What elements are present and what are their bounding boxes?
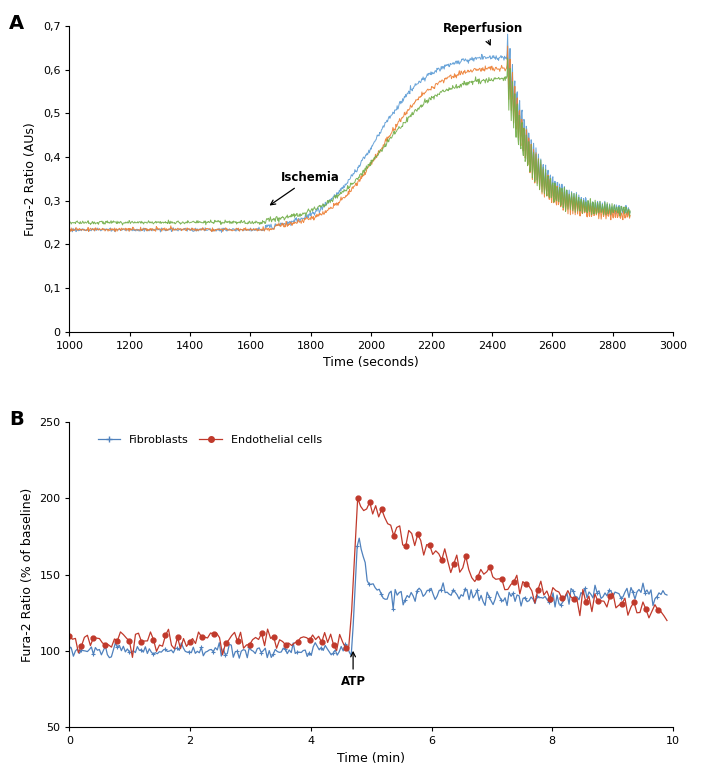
X-axis label: Time (min): Time (min) [337, 752, 405, 765]
Y-axis label: Fura-2 Ratio (% of baseline): Fura-2 Ratio (% of baseline) [20, 488, 34, 661]
Text: ATP: ATP [340, 652, 366, 688]
Text: A: A [9, 14, 24, 33]
Text: B: B [9, 410, 24, 428]
Text: Ischemia: Ischemia [270, 171, 340, 205]
Text: Reperfusion: Reperfusion [443, 23, 523, 44]
Y-axis label: Fura-2 Ratio (AUs): Fura-2 Ratio (AUs) [24, 122, 37, 236]
Legend: Fibroblasts, Endothelial cells: Fibroblasts, Endothelial cells [93, 431, 326, 449]
X-axis label: Time (seconds): Time (seconds) [324, 356, 419, 369]
